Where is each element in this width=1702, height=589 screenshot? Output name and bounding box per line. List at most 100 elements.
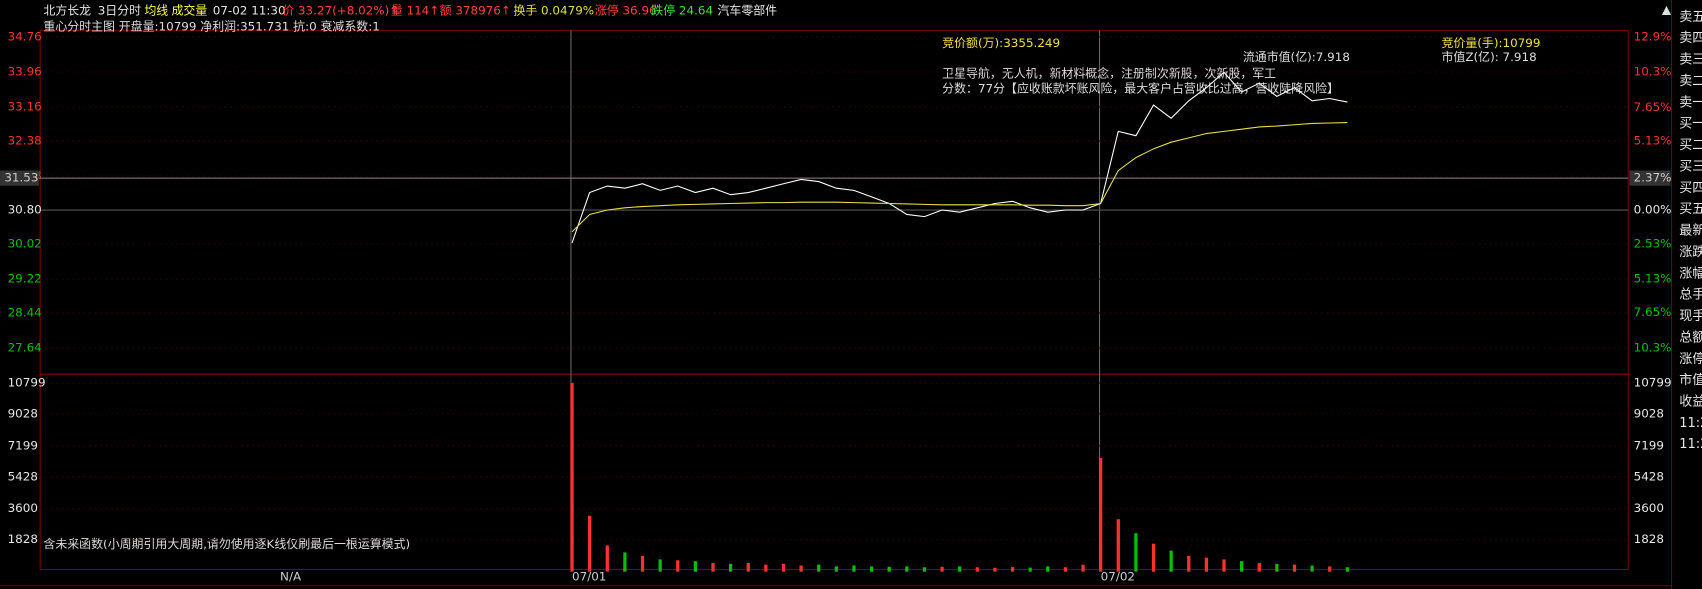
volume-pane xyxy=(39,373,1629,571)
volume-bar xyxy=(1222,559,1226,572)
volume-bar xyxy=(887,566,891,572)
y-tick-label: 9028 xyxy=(1634,406,1664,420)
volume-bar xyxy=(1310,565,1314,572)
panel-label: 卖四 xyxy=(1679,31,1702,46)
panel-label: 11:2 xyxy=(1679,416,1702,431)
header-item: 汽车零部件 xyxy=(717,3,777,17)
y-tick-label: 9028 xyxy=(8,406,38,420)
y2-tick-label: 10.3% xyxy=(1634,64,1672,78)
volume-bar xyxy=(1345,567,1349,572)
y-tick-label: 28.44 xyxy=(8,306,42,320)
volume-bar xyxy=(1151,543,1156,572)
warning: 含未来函数(小周期引用大周期,请勿使用逐K线仅刷最后一根运算模式) xyxy=(43,537,410,551)
x-tick-label: 07/02 xyxy=(1101,570,1135,584)
volume-bar xyxy=(1204,557,1209,572)
volume-bar xyxy=(1275,563,1279,572)
price-line xyxy=(571,71,1348,244)
y-tick-label: 30.80 xyxy=(8,203,42,217)
y2-tick-label: 12.9% xyxy=(1634,29,1672,43)
annotation: 竞价额(万):3355.249 xyxy=(942,36,1060,50)
y-tick-label: 7199 xyxy=(8,438,38,452)
panel-label: 涨幅 xyxy=(1679,266,1702,281)
header-item: 换手 0.0479% xyxy=(513,3,594,17)
y-tick-label: 32.38 xyxy=(8,133,42,147)
crosshair-label: 2.37% xyxy=(1634,171,1672,185)
y-tick-label: 5428 xyxy=(8,469,38,483)
volume-bar xyxy=(1257,562,1261,572)
header-item: 07-02 11:30 xyxy=(213,3,286,17)
y-tick-label: 1828 xyxy=(1634,532,1664,546)
volume-bar xyxy=(640,555,645,572)
crosshair-label: 31.53 xyxy=(4,171,38,185)
panel-label: 卖五 xyxy=(1679,10,1702,25)
y-tick-label: 7199 xyxy=(1634,438,1664,452)
volume-bar xyxy=(905,566,909,572)
volume-bar xyxy=(781,563,786,572)
volume-bar xyxy=(764,564,768,572)
volume-bar xyxy=(588,515,592,572)
header-item: 北方长龙 xyxy=(43,3,91,17)
volume-bar xyxy=(1187,555,1191,572)
y-tick-label: 33.16 xyxy=(8,99,42,113)
panel-label: 卖二 xyxy=(1679,74,1702,89)
volume-bar xyxy=(1010,567,1015,572)
y-tick-label: 3600 xyxy=(8,501,38,515)
subheader: 重心分时主图 开盘量:10799 净利润:351.731 抗:0 衰减系数:1 xyxy=(43,20,379,34)
header-item: 3日分时 xyxy=(98,3,141,17)
crosshair-box xyxy=(1629,170,1671,186)
y2-tick-label: 7.65% xyxy=(1634,100,1672,114)
y-tick-label: 27.64 xyxy=(8,341,42,355)
volume-bar xyxy=(922,567,927,572)
y-tick-label: 1828 xyxy=(8,532,38,546)
volume-bar xyxy=(676,560,680,572)
header-item: 量 114↑ xyxy=(391,3,439,17)
annotation: 流通市值(亿):7.918 xyxy=(1243,50,1350,64)
price-line xyxy=(571,122,1348,233)
y2-tick-label: 7.65% xyxy=(1634,305,1672,319)
volume-bar xyxy=(1063,567,1068,572)
panel-label: 卖三 xyxy=(1679,53,1702,68)
panel-label: 收益 xyxy=(1679,394,1702,409)
panel-label: 11:2 xyxy=(1679,437,1702,452)
volume-bar xyxy=(958,566,962,572)
y-tick-label: 3600 xyxy=(1634,501,1664,515)
header-item: 价 33.27(+8.02%)↑ xyxy=(282,3,399,17)
panel-label: 总额 xyxy=(1679,330,1702,345)
volume-bar xyxy=(852,565,856,572)
scroll-arrow[interactable]: ▲ xyxy=(1662,2,1672,16)
volume-bar xyxy=(658,559,662,572)
volume-bar xyxy=(711,562,715,572)
volume-bar xyxy=(817,564,821,572)
y-tick-label: 29.22 xyxy=(8,272,42,286)
header-item: 跌停 24.64 xyxy=(651,3,713,17)
volume-bar xyxy=(1099,458,1103,572)
volume-bar xyxy=(869,566,874,572)
volume-bar xyxy=(1028,567,1032,572)
y2-tick-label: 2.53% xyxy=(1634,236,1672,250)
volume-bar xyxy=(1239,561,1244,572)
volume-bar xyxy=(623,552,627,572)
volume-bar xyxy=(728,563,733,572)
volume-bar xyxy=(940,566,944,572)
x-tick-label: N/A xyxy=(280,570,302,584)
volume-bar xyxy=(746,562,750,572)
panel-label: 总手 xyxy=(1679,288,1702,303)
y-tick-label: 30.02 xyxy=(8,237,42,251)
panel-label: 涨跌 xyxy=(1679,244,1702,260)
volume-bar xyxy=(799,565,803,572)
annotation: 竞价量(手):10799 xyxy=(1441,36,1540,50)
volume-bar xyxy=(1169,550,1173,572)
annotation: 分数：77分【应收账款坏账风险，最大客户占营收比过高，营收陡降风险】 xyxy=(942,81,1339,95)
header-item: 成交量 xyxy=(172,3,208,17)
y-tick-label: 10799 xyxy=(8,375,46,389)
panel-label: 买五 xyxy=(1679,202,1702,217)
volume-bar xyxy=(1328,566,1332,572)
panel-label: 买四 xyxy=(1679,181,1702,196)
panel-label: 卖一 xyxy=(1679,95,1702,110)
panel-label: 买二 xyxy=(1679,138,1702,153)
y2-tick-label: 0.00% xyxy=(1634,202,1672,216)
panel-label: 现手 xyxy=(1679,309,1702,324)
volume-bar xyxy=(1046,566,1050,572)
y-tick-label: 33.96 xyxy=(8,64,42,78)
